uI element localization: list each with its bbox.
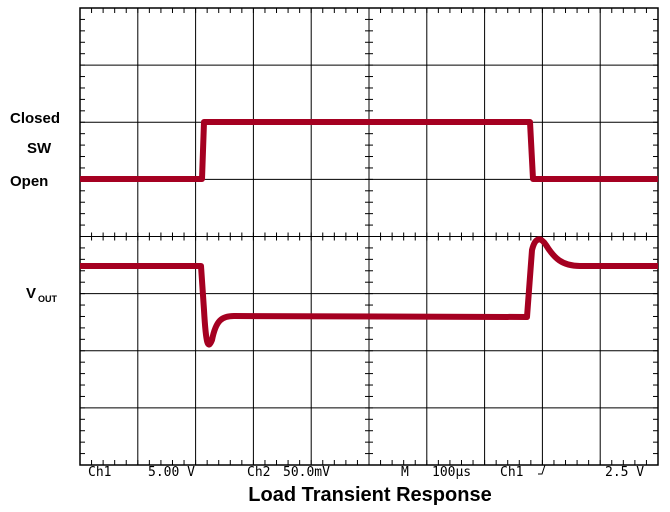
status-m: M <box>401 465 409 480</box>
title: Load Transient Response <box>248 484 491 506</box>
open-label: Open <box>10 173 48 190</box>
status-trigger-source: Ch1 <box>500 465 523 480</box>
status-timebase: 100µs <box>432 465 471 480</box>
graticule <box>79 7 659 466</box>
status-ch2-scale: 50.0mV <box>283 465 330 480</box>
switch-trace <box>80 119 658 182</box>
trigger-slope-icon <box>538 464 549 475</box>
status-trigger-level: 2.5 V <box>605 465 644 480</box>
vout-subscript: OUT <box>38 294 58 304</box>
status-ch1: Ch1 <box>88 465 111 480</box>
vout-label: V <box>26 285 36 302</box>
frame <box>79 7 659 466</box>
vout-trace <box>80 236 658 348</box>
status-ch1-scale: 5.00 V <box>148 465 195 480</box>
status-ch2: Ch2 <box>247 465 270 480</box>
sw-label: SW <box>27 140 52 157</box>
closed-label: Closed <box>10 110 60 127</box>
